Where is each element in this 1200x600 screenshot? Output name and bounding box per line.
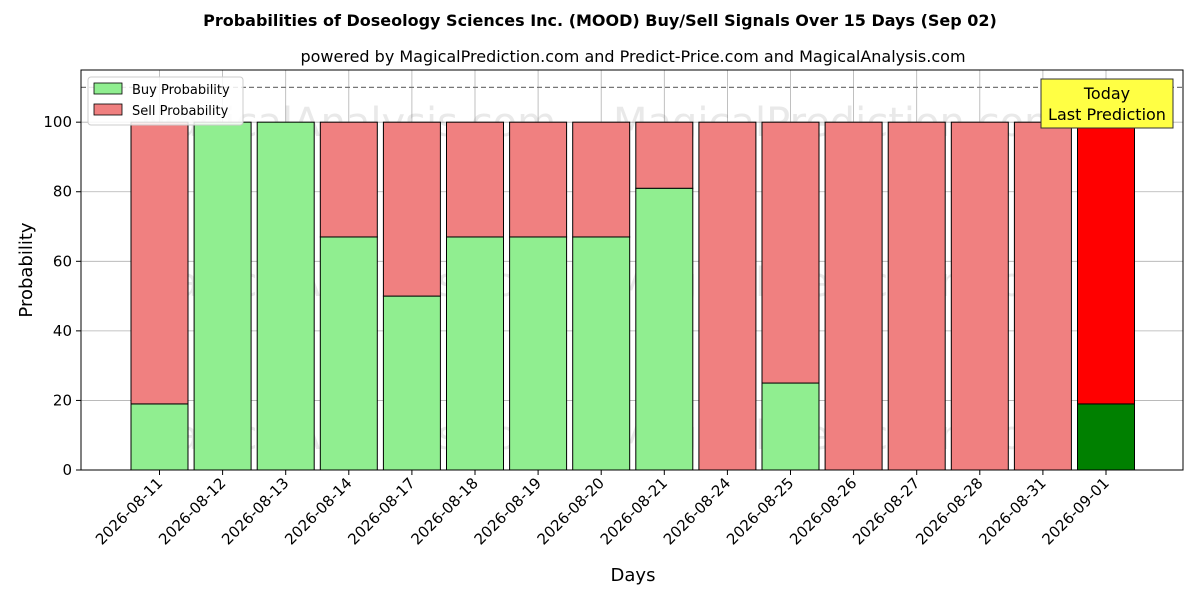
x-tick-label: 2026-08-31 [975,474,1049,548]
bar-buy-2026-08-17 [382,295,441,471]
today-annotation-box [1040,78,1174,129]
bar-sell-2026-09-01 [1077,121,1135,405]
x-tick-label: 2026-08-25 [723,474,797,548]
today-annotation-line1: Today [1083,84,1130,103]
x-tick-label: 2026-08-13 [218,474,292,548]
x-tick-label: 2026-08-20 [534,474,608,548]
y-tick-label: 20 [53,391,72,409]
bar-sell-2026-08-28 [950,121,1009,471]
bar-buy-2026-08-25 [761,382,820,471]
bar-sell-2026-08-27 [887,121,946,471]
x-tick-label: 2026-08-12 [155,474,229,548]
y-axis-ticks: 0 20 40 60 80 100 [43,113,81,479]
bar-buy-2026-08-19 [509,236,568,471]
bar-sell-2026-08-11 [130,121,189,405]
bar-sell-2026-08-25 [761,121,820,384]
x-tick-label: 2026-08-28 [912,474,986,548]
x-tick-label: 2026-08-17 [344,474,418,548]
x-tick-label: 2026-08-24 [660,474,734,548]
x-tick-label: 2026-08-19 [471,474,545,548]
legend-swatch-sell [93,103,123,116]
bar-sell-2026-08-17 [382,121,441,297]
today-annotation: Today Last Prediction [1040,78,1174,129]
bar-sell-2026-08-14 [319,121,378,238]
x-axis-label: Days [611,565,656,586]
x-tick-label: 2026-08-26 [786,474,860,548]
bar-sell-2026-08-24 [698,121,757,471]
bar-sell-2026-08-26 [824,121,883,471]
bar-sell-2026-08-31 [1013,121,1072,471]
bar-sell-2026-08-18 [446,121,504,238]
bar-buy-2026-08-13 [256,121,315,471]
y-tick-label: 40 [53,322,72,340]
bar-buy-2026-08-18 [446,236,504,471]
legend[interactable]: Buy Probability Sell Probability [87,76,244,126]
chart-title: Probabilities of Doseology Sciences Inc.… [203,11,997,30]
bar-buy-2026-08-12 [193,121,252,471]
bar-buy-2026-08-14 [319,236,378,471]
bar-buy-2026-08-11 [130,403,189,471]
x-tick-label: 2026-09-01 [1038,474,1112,548]
y-tick-label: 80 [53,183,72,201]
bar-sell-2026-08-21 [635,121,694,189]
bar-sell-2026-08-20 [572,121,631,238]
legend-swatch-buy [93,82,123,95]
x-axis-ticks: 2026-08-112026-08-122026-08-132026-08-14… [92,470,1113,548]
bar-buy-2026-09-01 [1077,403,1135,471]
plot-frame [80,69,1184,471]
today-annotation-line2: Last Prediction [1048,105,1166,124]
x-tick-label: 2026-08-27 [849,474,923,548]
x-tick-label: 2026-08-18 [407,474,481,548]
y-axis-label: Probability [16,222,37,317]
x-tick-label: 2026-08-21 [597,474,671,548]
bars [130,121,1135,471]
x-tick-label: 2026-08-14 [281,474,355,548]
bar-buy-2026-08-20 [572,236,631,471]
legend-box [87,76,244,126]
y-tick-label: 60 [53,252,72,270]
y-tick-label: 0 [62,461,72,479]
x-tick-label: 2026-08-11 [92,474,166,548]
bar-sell-2026-08-19 [509,121,568,238]
y-tick-label: 100 [43,113,72,131]
legend-label-buy: Buy Probability [132,83,230,98]
legend-label-sell: Sell Probability [132,104,229,119]
bar-buy-2026-08-21 [635,187,694,471]
chart-subtitle: powered by MagicalPrediction.com and Pre… [300,47,965,66]
